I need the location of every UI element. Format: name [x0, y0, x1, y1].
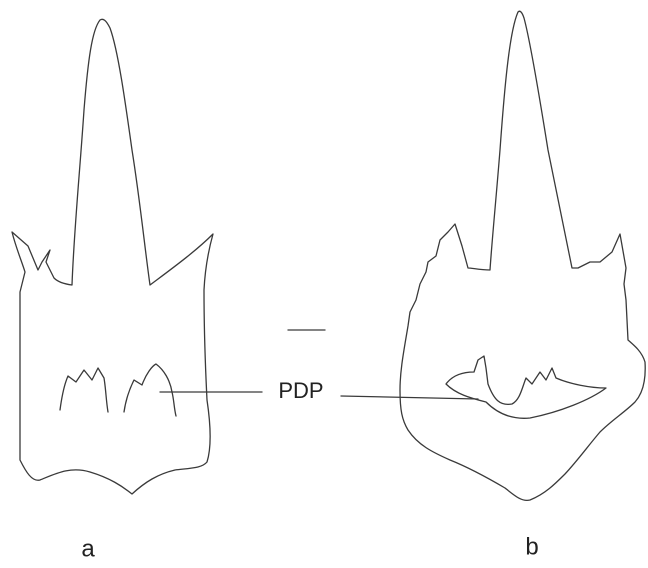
panel-label: b [525, 533, 538, 560]
outline-b [400, 11, 645, 500]
structure-label: PDP [278, 378, 323, 403]
page: PDP a b (() => { const data = JSON.parse… [0, 0, 648, 568]
figure: PDP a b [0, 0, 648, 568]
panel-label: a [81, 535, 95, 562]
outline-a [12, 19, 213, 494]
pdp-a-left [60, 368, 108, 412]
pdp-b [446, 356, 606, 418]
pdp-a-right [124, 364, 176, 416]
leader-line [341, 396, 478, 399]
